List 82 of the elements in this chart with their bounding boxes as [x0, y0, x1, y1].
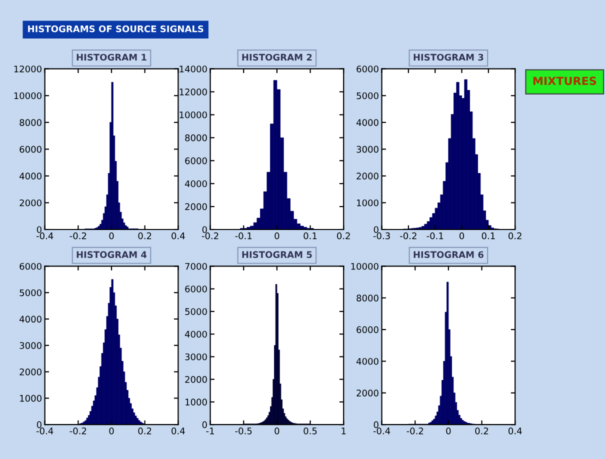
x-tick-label: 0.2: [138, 232, 152, 240]
y-tick-label: 8000: [185, 134, 207, 142]
x-tick-label: 0.5: [304, 428, 317, 434]
x-tick-label: -0.1: [235, 232, 252, 240]
y-tick-label: 8000: [20, 119, 42, 126]
y-tick-label: 6000: [185, 157, 207, 164]
x-tick-label: 0.1: [482, 232, 495, 240]
x-tick-label: -0.4: [36, 428, 54, 434]
y-tick-label: 1000: [186, 398, 207, 406]
text: MIXTURES: [533, 76, 596, 86]
x-tick-label: 0.2: [138, 428, 152, 434]
x-tick-label: 0.2: [337, 232, 350, 240]
x-tick-label: -0.4: [373, 428, 390, 434]
y-tick-label: 3000: [356, 146, 378, 153]
y-tick-label: 2000: [20, 199, 42, 206]
y-tick-label: 6000: [356, 66, 378, 72]
y-tick-label: 2000: [356, 390, 378, 396]
x-tick-label: 0: [446, 428, 451, 434]
x-tick-label: 0.2: [475, 428, 488, 434]
y-tick-label: 0: [202, 421, 207, 428]
y-tick-label: 10000: [351, 262, 378, 270]
y-tick-label: 1000: [357, 199, 378, 206]
x-tick-label: -0.2: [202, 232, 218, 240]
y-tick-label: 8000: [356, 294, 378, 302]
y-tick-label: 5000: [356, 92, 378, 100]
y-tick-label: 4000: [184, 180, 207, 188]
x-tick-label: -0.3: [373, 232, 390, 240]
y-tick-label: 7000: [185, 262, 207, 270]
chart-title: HISTOGRAM 1: [76, 54, 146, 61]
x-tick-label: -0.2: [400, 232, 416, 240]
x-tick-label: 0.4: [172, 232, 185, 240]
y-tick-label: 0: [36, 421, 42, 428]
y-tick-label: 6000: [20, 262, 42, 270]
x-tick-label: 0: [109, 428, 114, 434]
y-tick-label: 0: [36, 226, 42, 234]
x-tick-label: 0: [274, 232, 280, 240]
x-tick-label: 0: [109, 232, 114, 240]
y-tick-label: 4000: [184, 330, 207, 338]
y-tick-label: 10000: [14, 92, 42, 100]
y-tick-label: 2000: [356, 172, 378, 180]
y-tick-label: 6000: [356, 326, 378, 334]
y-tick-label: 0: [202, 226, 207, 234]
x-tick-label: 0: [459, 232, 464, 240]
chart-title: HISTOGRAM 4: [76, 251, 147, 258]
y-tick-label: 2000: [185, 203, 207, 210]
y-tick-label: 2000: [185, 376, 207, 383]
y-tick-label: 3000: [20, 342, 42, 349]
y-tick-label: 6000: [185, 286, 207, 292]
y-tick-label: 4000: [20, 172, 42, 180]
y-tick-label: 1000: [20, 394, 42, 402]
x-tick-label: -0.2: [70, 428, 86, 434]
text: HISTOGRAMS OF SOURCE SIGNALS: [28, 25, 204, 32]
x-tick-label: -0.2: [406, 428, 424, 434]
y-tick-label: 14000: [180, 66, 207, 72]
y-tick-label: 4000: [356, 119, 378, 126]
y-tick-label: 4000: [356, 358, 378, 365]
x-tick-label: 0.4: [508, 428, 522, 434]
chart-title: HISTOGRAM 2: [242, 54, 312, 61]
x-tick-label: 0.2: [508, 232, 522, 240]
y-tick-label: 5000: [20, 289, 42, 296]
x-tick-label: 0.4: [172, 428, 185, 434]
y-tick-label: 10000: [180, 111, 207, 118]
x-tick-label: 0: [274, 428, 280, 434]
chart-title: HISTOGRAM 6: [414, 251, 484, 258]
y-tick-label: 5000: [185, 308, 207, 316]
x-tick-label: 1: [342, 428, 346, 434]
x-tick-label: -0.5: [235, 428, 252, 434]
x-tick-label: -0.2: [70, 232, 86, 240]
y-tick-label: 6000: [20, 146, 42, 153]
y-tick-label: 3000: [185, 353, 207, 360]
y-tick-label: 4000: [20, 316, 42, 323]
y-tick-label: 0: [374, 421, 378, 428]
y-tick-label: 0: [374, 226, 378, 234]
x-tick-label: -0.4: [36, 232, 54, 240]
y-tick-label: 2000: [20, 368, 42, 376]
chart-title: HISTOGRAM 5: [242, 251, 312, 258]
y-tick-label: 12000: [14, 66, 42, 72]
x-tick-label: 0.1: [304, 232, 317, 240]
chart-title: HISTOGRAM 3: [414, 54, 484, 61]
x-tick-label: -1: [206, 428, 214, 434]
y-tick-label: 12000: [180, 88, 207, 96]
x-tick-label: -0.1: [426, 232, 444, 240]
